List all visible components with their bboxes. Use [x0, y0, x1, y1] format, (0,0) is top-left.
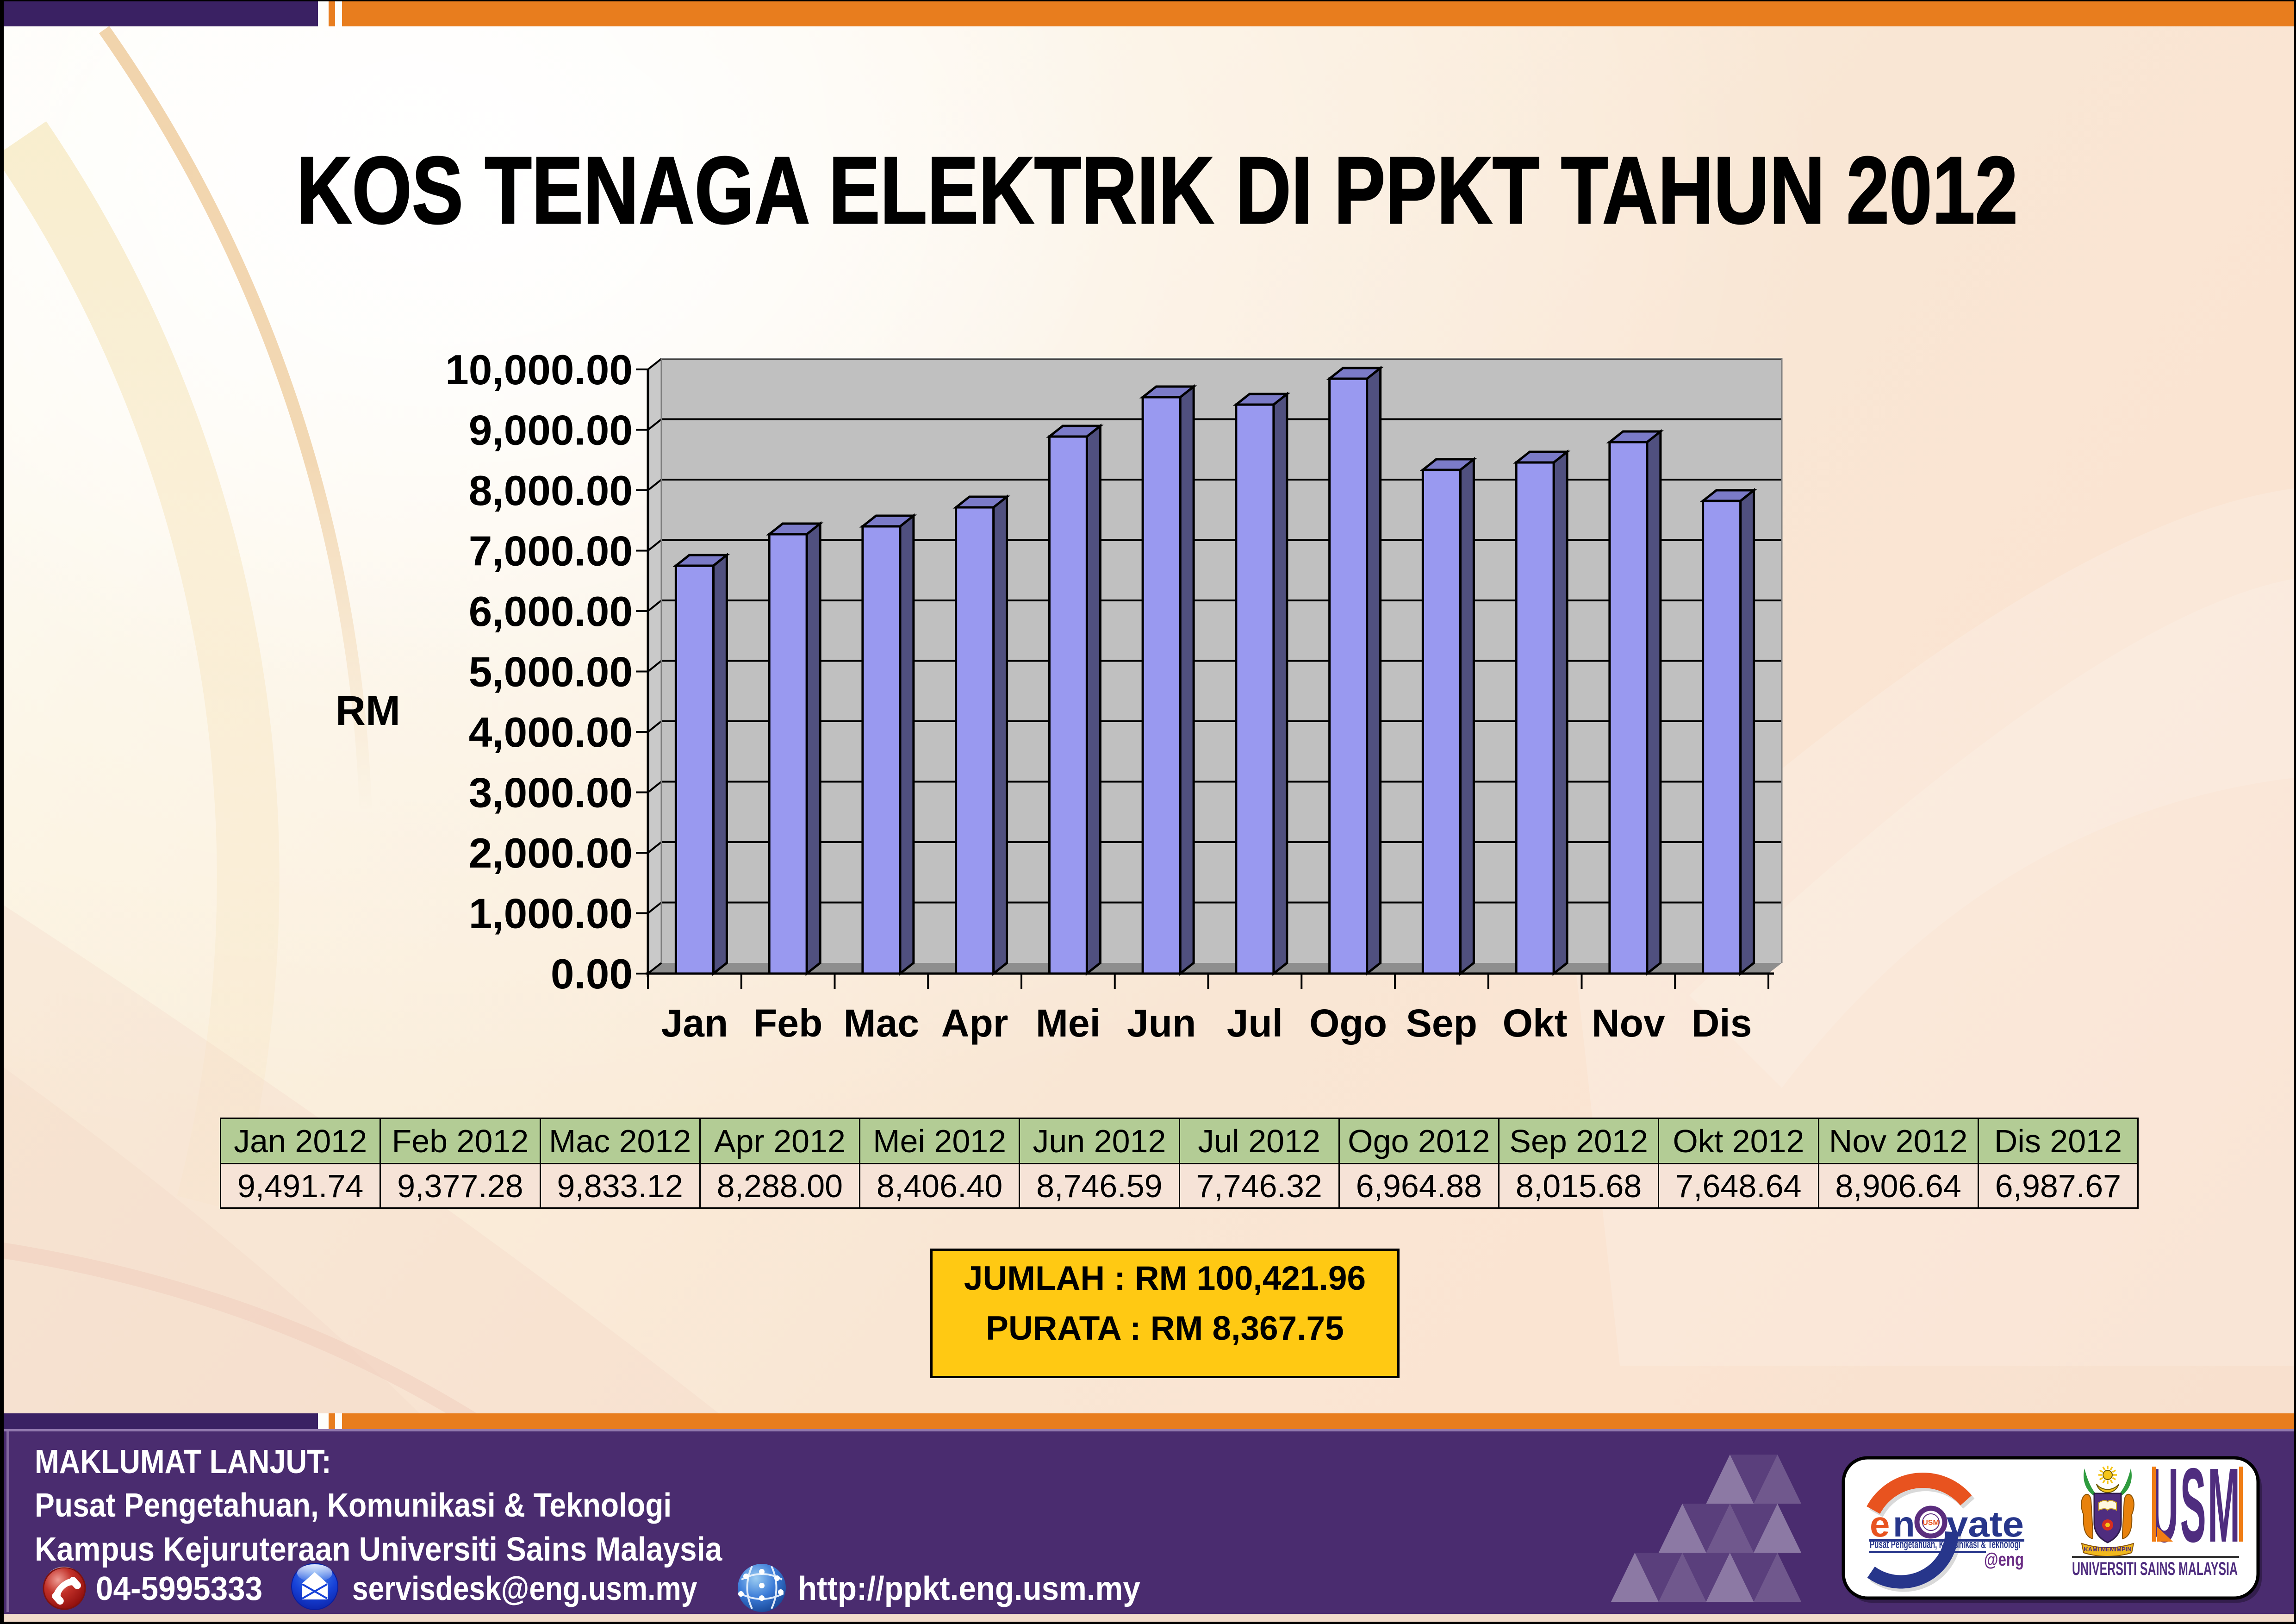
svg-text:8,000.00: 8,000.00	[469, 468, 633, 514]
svg-text:5,000.00: 5,000.00	[469, 649, 633, 696]
svg-text:e: e	[1870, 1504, 1890, 1544]
svg-text:Jul: Jul	[1227, 1001, 1283, 1045]
svg-text:Ogo: Ogo	[1309, 1001, 1387, 1045]
svg-text:10,000.00: 10,000.00	[445, 347, 633, 394]
svg-text:Okt: Okt	[1503, 1001, 1568, 1045]
svg-text:vate: vate	[1947, 1504, 2024, 1544]
svg-text:Mei: Mei	[1036, 1001, 1101, 1045]
svg-text:Pusat Pengetahuan, Komunikasi: Pusat Pengetahuan, Komunikasi & Teknolog…	[1870, 1538, 2021, 1551]
svg-text:Dis: Dis	[1692, 1001, 1752, 1045]
svg-text:0.00: 0.00	[551, 951, 633, 998]
svg-text:Nov: Nov	[1592, 1001, 1665, 1045]
svg-text:Feb: Feb	[753, 1001, 822, 1045]
svg-text:1,000.00: 1,000.00	[469, 891, 633, 937]
svg-text:3,000.00: 3,000.00	[469, 770, 633, 817]
svg-text:4,000.00: 4,000.00	[469, 709, 633, 756]
svg-text:6,000.00: 6,000.00	[469, 588, 633, 635]
svg-text:7,000.00: 7,000.00	[469, 528, 633, 575]
svg-text:9,000.00: 9,000.00	[469, 407, 633, 454]
svg-text:n: n	[1893, 1504, 1915, 1544]
svg-text:Jun: Jun	[1127, 1001, 1196, 1045]
svg-text:UNIVERSITI SAINS MALAYSIA: UNIVERSITI SAINS MALAYSIA	[2072, 1559, 2238, 1579]
svg-text:Apr: Apr	[941, 1001, 1008, 1045]
svg-text:@eng: @eng	[1984, 1549, 2024, 1570]
svg-text:KAMI MEMIMPIN: KAMI MEMIMPIN	[2084, 1546, 2131, 1553]
svg-text:KOS TENAGA ELEKTRIK DI PPKT TA: KOS TENAGA ELEKTRIK DI PPKT TAHUN 2012	[296, 137, 2018, 244]
svg-text:RM: RM	[336, 688, 400, 734]
svg-text:USM: USM	[1923, 1519, 1939, 1527]
svg-text:Mac: Mac	[844, 1001, 919, 1045]
svg-text:USM: USM	[2151, 1446, 2242, 1564]
svg-text:2,000.00: 2,000.00	[469, 830, 633, 877]
svg-text:Sep: Sep	[1406, 1001, 1477, 1045]
svg-text:Jan: Jan	[661, 1001, 728, 1045]
